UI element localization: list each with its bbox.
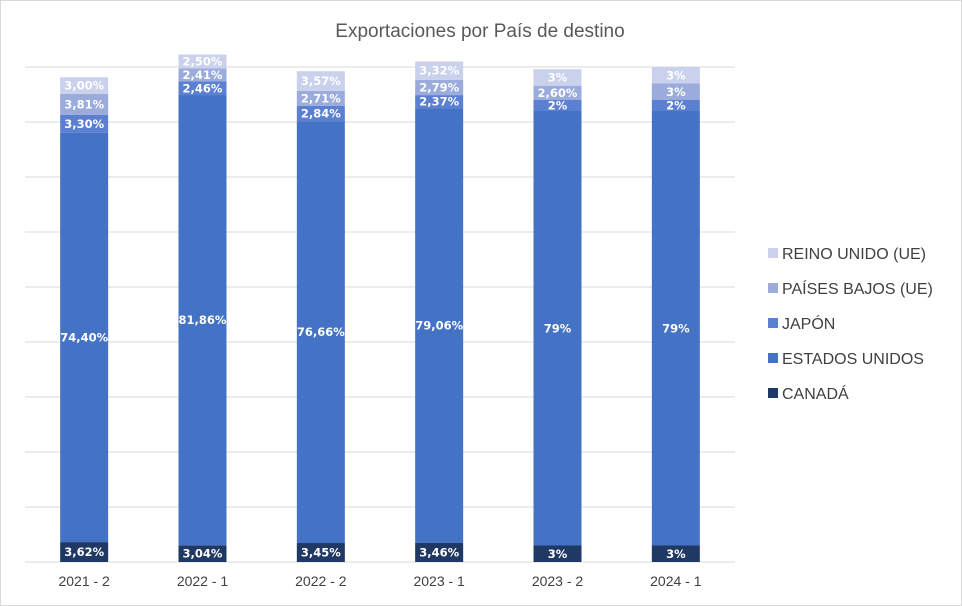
bar-segment: JAPÓN 2023 - 2: 2% — [533, 100, 582, 111]
data-label: 2,79% — [419, 80, 459, 94]
data-label: 2,71% — [301, 91, 341, 105]
data-label: 3% — [666, 85, 686, 99]
bar-segment: JAPÓN 2022 - 1: 2,46% — [178, 81, 227, 96]
legend-swatch — [768, 248, 778, 258]
legend-swatch — [768, 353, 778, 363]
x-tick-label: 2022 - 2 — [295, 573, 347, 589]
bar-segment: JAPÓN 2021 - 2: 3,30% — [60, 114, 109, 133]
data-label: 2,46% — [183, 81, 223, 95]
data-label: 3% — [666, 547, 686, 561]
legend-swatch — [768, 388, 778, 398]
bar-segment: REINO UNIDO (UE) 2022 - 2: 3,57% — [296, 71, 345, 91]
bar-segment: ESTADOS UNIDOS 2022 - 2: 76,66% — [296, 121, 345, 544]
bar-segment: PAÍSES BAJOS (UE) 2023 - 1: 2,79% — [415, 79, 464, 96]
data-label: 3,30% — [64, 117, 104, 131]
data-label: 2% — [666, 99, 686, 113]
bar-segment: REINO UNIDO (UE) 2023 - 1: 3,32% — [415, 61, 464, 80]
data-label: 2,41% — [183, 68, 223, 82]
bar-segment: REINO UNIDO (UE) 2023 - 2: 3% — [533, 69, 582, 86]
data-label: 3,00% — [64, 79, 104, 93]
data-labels: 3,62% 74,40% 3,30% 3,81% 3,00% 3,04% 81,86% 2,4… — [60, 54, 690, 560]
data-label: 3% — [666, 68, 686, 82]
bar-segment: JAPÓN 2023 - 1: 2,37% — [415, 95, 464, 109]
bar-segment: CANADÁ 2024 - 1: 3% — [651, 545, 700, 562]
data-label: 3,32% — [419, 64, 459, 78]
data-label: 3,62% — [64, 545, 104, 559]
bars: CANADÁ 2021 - 2: 3,62%ESTADOS UNIDOS 202… — [60, 54, 700, 562]
bar-segment: REINO UNIDO (UE) 2022 - 1: 2,50% — [178, 54, 227, 69]
data-label: 79% — [544, 321, 572, 335]
data-label: 79% — [662, 321, 690, 335]
bar-segment: ESTADOS UNIDOS 2021 - 2: 74,40% — [60, 132, 109, 543]
x-tick-label: 2024 - 1 — [650, 573, 702, 589]
bar-segment: REINO UNIDO (UE) 2024 - 1: 3% — [651, 67, 700, 84]
bar-segment: CANADÁ 2022 - 1: 3,04% — [178, 545, 227, 562]
data-label: 3% — [548, 70, 568, 84]
bar-segment: JAPÓN 2024 - 1: 2% — [651, 100, 700, 111]
data-label: 2,84% — [301, 107, 341, 121]
legend-label: JAPÓN — [782, 314, 835, 333]
data-label: 2,60% — [538, 86, 578, 100]
chart-title: Exportaciones por País de destino — [335, 21, 624, 42]
bar-segment: ESTADOS UNIDOS 2024 - 1: 79% — [651, 111, 700, 546]
legend-label: CANADÁ — [782, 384, 849, 403]
bar-segment: CANADÁ 2023 - 2: 3% — [533, 545, 582, 562]
bar-segment: PAÍSES BAJOS (UE) 2023 - 2: 2,60% — [533, 85, 582, 100]
x-tick-label: 2022 - 1 — [177, 573, 229, 589]
data-label: 79,06% — [415, 319, 463, 333]
legend-label: ESTADOS UNIDOS — [782, 351, 924, 368]
x-tick-label: 2023 - 1 — [413, 573, 465, 589]
legend: REINO UNIDO (UE) PAÍSES BAJOS (UE) JAPÓN ES… — [768, 246, 933, 403]
data-label: 3% — [548, 547, 568, 561]
data-label: 3,46% — [419, 545, 459, 559]
x-axis-ticks: 2021 - 2 2022 - 1 2022 - 2 2023 - 1 2023 - 2… — [58, 573, 701, 589]
legend-label: REINO UNIDO (UE) — [782, 246, 926, 263]
bar-segment: CANADÁ 2022 - 2: 3,45% — [296, 543, 345, 562]
bar-segment: ESTADOS UNIDOS 2023 - 2: 79% — [533, 111, 582, 546]
data-label: 2,37% — [419, 95, 459, 109]
legend-swatch — [768, 283, 778, 293]
data-label: 3,04% — [183, 547, 223, 561]
bar-segment: PAÍSES BAJOS (UE) 2021 - 2: 3,81% — [60, 93, 109, 115]
data-label: 74,40% — [60, 330, 108, 344]
data-label: 76,66% — [297, 325, 345, 339]
x-tick-label: 2023 - 2 — [532, 573, 584, 589]
legend-label: PAÍSES BAJOS (UE) — [782, 279, 933, 298]
data-label: 2% — [548, 99, 568, 113]
bar-segment: CANADÁ 2021 - 2: 3,62% — [60, 542, 109, 562]
data-label: 2,50% — [183, 54, 223, 68]
data-label: 81,86% — [179, 313, 227, 327]
legend-swatch — [768, 318, 778, 328]
bar-segment: JAPÓN 2022 - 2: 2,84% — [296, 105, 345, 122]
bar-segment: ESTADOS UNIDOS 2022 - 1: 81,86% — [178, 95, 227, 546]
data-label: 3,45% — [301, 546, 341, 560]
data-label: 3,81% — [64, 97, 104, 111]
data-label: 3,57% — [301, 74, 341, 88]
bar-segment: PAÍSES BAJOS (UE) 2022 - 2: 2,71% — [296, 90, 345, 106]
bar-segment: ESTADOS UNIDOS 2023 - 1: 79,06% — [415, 108, 464, 543]
x-tick-label: 2021 - 2 — [58, 573, 110, 589]
bar-segment: PAÍSES BAJOS (UE) 2024 - 1: 3% — [651, 83, 700, 100]
bar-segment: REINO UNIDO (UE) 2021 - 2: 3,00% — [60, 77, 109, 94]
bar-segment: PAÍSES BAJOS (UE) 2022 - 1: 2,41% — [178, 68, 227, 82]
gridlines — [25, 66, 735, 563]
bar-segment: CANADÁ 2023 - 1: 3,46% — [415, 542, 464, 562]
